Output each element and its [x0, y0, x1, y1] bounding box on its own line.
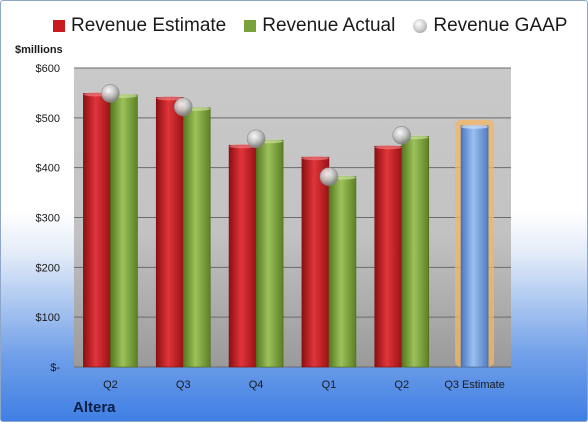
x-tick-label: Q3 Estimate	[444, 379, 505, 391]
company-name: Altera	[73, 399, 116, 416]
point-revenue-gaap	[392, 125, 412, 145]
point-revenue-gaap	[173, 97, 193, 117]
legend-swatch-actual	[244, 20, 257, 32]
bar-revenue-actual	[182, 107, 211, 368]
y-tick-label: $100	[36, 312, 60, 324]
y-tick-label: $200	[36, 262, 60, 274]
y-tick-label: $600	[36, 63, 60, 75]
bar-revenue-actual	[401, 135, 430, 368]
bar-revenue-forecast	[460, 125, 489, 368]
bar-revenue-estimate	[301, 156, 330, 368]
legend-label-estimate: Revenue Estimate	[71, 15, 227, 36]
bar-revenue-actual	[110, 94, 138, 368]
bar-revenue-estimate-cap	[301, 156, 329, 161]
bar-revenue-actual	[255, 139, 284, 368]
point-revenue-gaap	[101, 84, 120, 103]
x-tick-label: Q1	[322, 379, 337, 391]
bar-revenue-forecast-cap	[461, 124, 489, 129]
x-tick-label: Q3	[176, 379, 191, 391]
x-tick-label: Q2	[103, 379, 118, 391]
point-revenue-gaap	[319, 167, 339, 186]
legend: Revenue Estimate Revenue Actual Revenue …	[53, 15, 567, 37]
legend-swatch-estimate	[53, 20, 65, 32]
x-tick-label: Q2	[394, 379, 409, 391]
bar-revenue-estimate-cap	[374, 145, 402, 150]
legend-item-gaap: Revenue GAAP	[413, 15, 567, 37]
y-units-label: $millions	[15, 44, 63, 56]
legend-swatch-gaap	[413, 19, 428, 33]
bar-revenue-actual	[328, 176, 357, 368]
legend-label-gaap: Revenue GAAP	[433, 15, 568, 36]
legend-label-actual: Revenue Actual	[262, 15, 396, 36]
bar-revenue-estimate	[228, 144, 257, 368]
bar-revenue-estimate	[83, 93, 111, 368]
y-tick-label: $400	[36, 163, 60, 175]
point-revenue-gaap	[246, 129, 266, 149]
legend-item-estimate: Revenue Estimate	[53, 15, 226, 37]
y-tick-label: $300	[36, 213, 60, 225]
bar-revenue-estimate-cap	[156, 96, 184, 101]
y-tick-label: $-	[50, 362, 60, 374]
legend-item-actual: Revenue Actual	[244, 15, 395, 37]
bar-revenue-estimate-cap	[229, 144, 257, 149]
y-tick-label: $500	[36, 113, 60, 125]
bar-revenue-estimate	[374, 145, 403, 368]
x-tick-label: Q4	[249, 379, 264, 391]
bar-revenue-estimate	[155, 97, 184, 368]
